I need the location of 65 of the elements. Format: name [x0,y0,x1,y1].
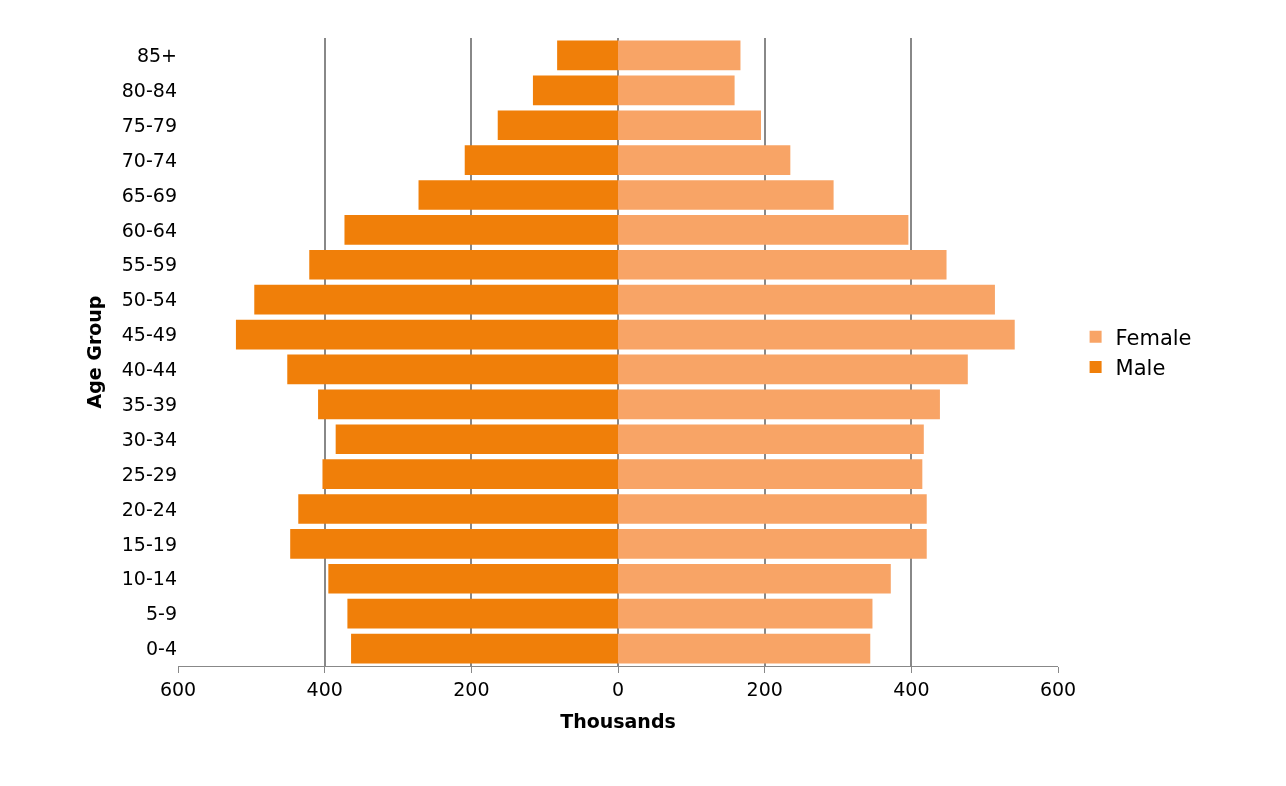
bar [618,319,1015,350]
bar [618,459,923,489]
bar [618,494,927,524]
bar [418,180,618,210]
bar [618,145,791,175]
bar [254,284,618,315]
bar [309,249,618,280]
x-tick-label: 400 [306,677,343,700]
bar [497,110,618,141]
x-axis-title: Thousands [560,709,676,732]
bar [618,249,947,280]
bar [347,598,618,629]
bar [618,529,927,559]
bar [618,354,968,385]
x-tick-label: 400 [893,677,930,700]
y-tick-label: 20-24 [121,497,177,520]
y-tick-label: 30-34 [121,427,177,450]
x-tick-label: 600 [1039,677,1077,700]
bar [328,563,618,594]
bar [618,563,891,594]
bar [335,424,618,455]
y-tick-label: 15-19 [121,532,177,555]
bar [557,40,618,71]
y-tick-label: 25-29 [121,462,177,485]
x-tick-label: 200 [453,677,490,700]
x-tick-label: 0 [611,677,625,700]
bar [618,75,735,106]
bar [322,459,618,489]
y-tick-label: 75-79 [121,113,177,136]
y-tick-label: 0-4 [145,637,177,660]
y-tick-label: 80-84 [121,78,177,101]
bar [464,145,618,175]
bar [290,529,618,559]
x-tick-label: 200 [746,677,783,700]
legend-label: Female [1115,325,1192,350]
bar [618,633,871,664]
x-tick-label: 600 [159,677,197,700]
bar [344,215,618,245]
y-tick-label: 60-64 [121,218,177,241]
y-tick-label: 50-54 [121,288,177,311]
y-tick-label: 45-49 [121,323,177,346]
bar [618,598,873,629]
bar [618,180,834,210]
bar [287,354,618,385]
bar [618,284,995,315]
y-tick-label: 55-59 [121,253,177,276]
bar [618,40,741,71]
bar [532,75,618,106]
y-tick-label: 10-14 [121,567,177,590]
y-tick-label: 65-69 [121,183,177,206]
bar [318,389,618,420]
bar [618,424,924,455]
y-tick-label: 70-74 [121,148,177,171]
y-axis-title: Age Group [82,295,105,409]
bar [618,215,909,245]
bar [618,110,761,141]
bar [298,494,618,524]
bar [351,633,618,664]
legend-label: Male [1115,356,1166,381]
y-tick-label: 35-39 [121,392,177,415]
bar [618,389,940,420]
y-tick-label: 85+ [136,44,177,67]
y-tick-label: 40-44 [121,358,177,381]
bar [235,319,618,350]
y-tick-label: 5-9 [145,602,177,625]
